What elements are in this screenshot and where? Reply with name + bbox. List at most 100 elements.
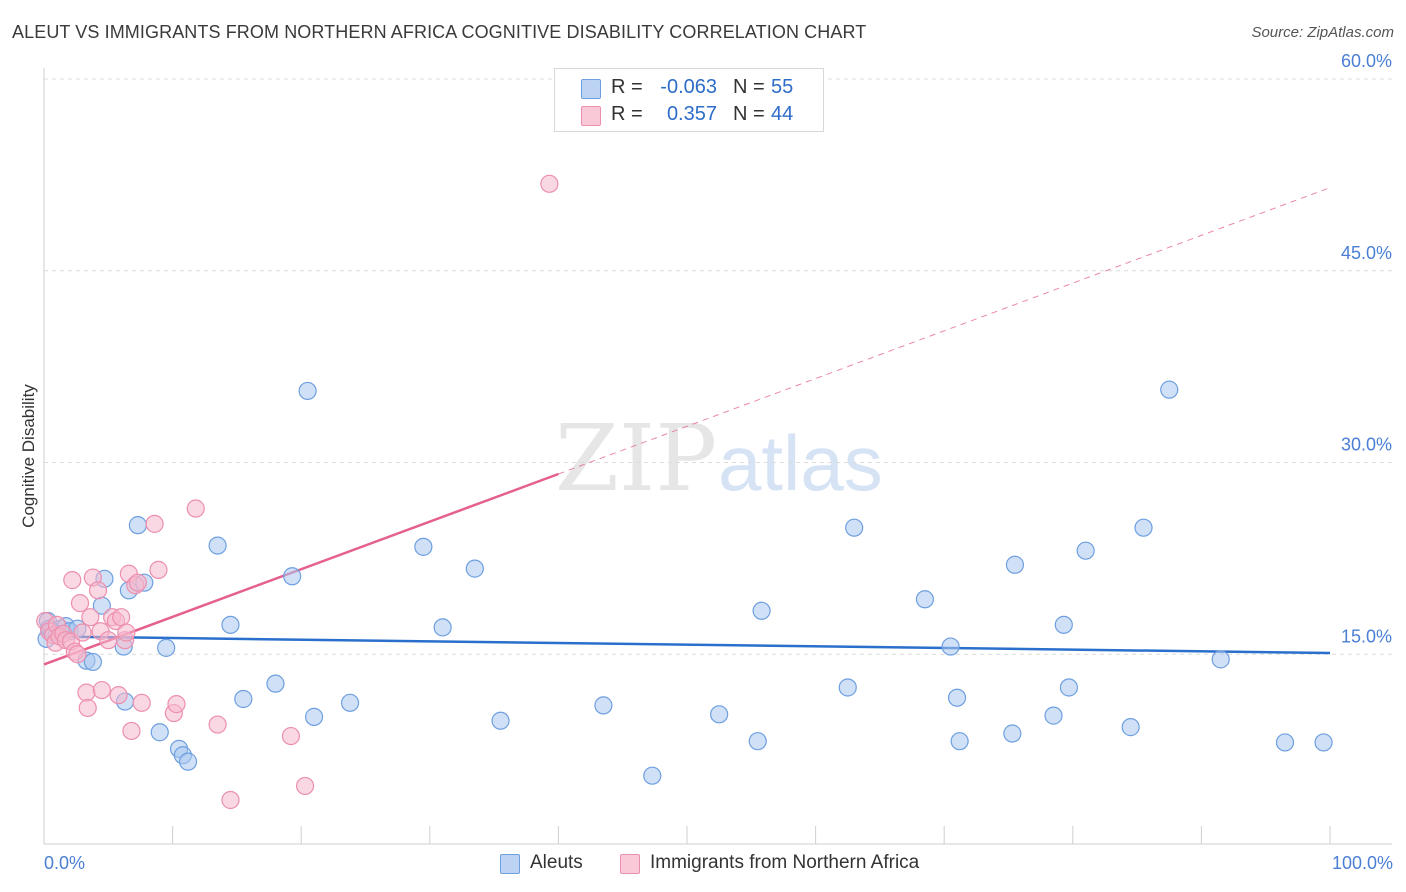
x-tick-label-max: 100.0% (1332, 853, 1393, 873)
data-points (36, 174, 1333, 810)
x-tick-labels: 0.0% 100.0% (44, 853, 1393, 873)
gridlines (44, 78, 1392, 655)
aleut-point (150, 723, 169, 742)
aleut-swatch (581, 79, 601, 99)
aleut-point (208, 536, 227, 555)
r-label: R = (611, 103, 643, 125)
aleut-point (752, 601, 771, 620)
aleut-point (845, 518, 864, 537)
n-value: 55 (771, 76, 794, 98)
nafrica-swatch (581, 106, 601, 126)
nafrica-point (128, 573, 147, 592)
aleut-point (221, 615, 240, 634)
nafrica-point (70, 594, 90, 613)
aleut-point (414, 537, 433, 556)
nafrica-point (81, 608, 100, 627)
nafrica-point (88, 581, 108, 600)
nafrica-point (122, 721, 141, 741)
aleut-point (1314, 733, 1333, 752)
source-credit: Source: ZipAtlas.com (1251, 24, 1394, 41)
n-label: N = (733, 76, 765, 98)
aleut-point (838, 678, 857, 697)
aleut-point (950, 732, 969, 751)
aleut-point (1054, 615, 1073, 634)
aleut-point (340, 693, 360, 712)
legend-label-aleuts: Aleuts (530, 852, 583, 873)
legend-label-nafrica: Immigrants from Northern Africa (650, 852, 920, 873)
nafrica-point (117, 623, 136, 642)
aleut-point (465, 559, 484, 578)
n-value: 44 (771, 103, 794, 125)
aleut-point (157, 638, 176, 657)
aleut-point (491, 711, 510, 730)
y-tick-label-30: 30.0% (1341, 435, 1392, 455)
aleut-point (283, 567, 302, 586)
r-label: R = (611, 76, 643, 98)
aleut-point (941, 637, 960, 656)
nafrica-point (281, 726, 301, 746)
nafrica-point (221, 790, 240, 810)
correlation-legend: R = -0.063 N = 55 R = 0.357 N = 44 (554, 68, 824, 132)
nafrica-point (132, 693, 151, 712)
aleut-point (710, 705, 729, 724)
y-tick-label-45: 45.0% (1341, 243, 1392, 263)
trend-line-nafrica-extension (558, 187, 1331, 475)
aleut-point (1134, 518, 1153, 537)
watermark-zip: ZIP (555, 405, 717, 512)
aleut-point (1059, 678, 1079, 697)
nafrica-point (73, 623, 92, 642)
aleut-point (748, 732, 767, 751)
nafrica-point (167, 695, 186, 714)
aleut-point (1121, 718, 1140, 737)
aleut-swatch (500, 854, 520, 874)
legend-row-nafrica: R = 0.357 N = 44 (555, 101, 823, 127)
nafrica-point (99, 631, 118, 650)
aleut-point (1003, 724, 1022, 743)
watermark: ZIP atlas (555, 405, 883, 512)
aleut-point (178, 752, 198, 771)
nafrica-point (68, 645, 87, 664)
aleut-point (1044, 706, 1063, 725)
nafrica-point (63, 571, 82, 590)
aleut-point (1076, 541, 1095, 560)
x-tick-marks (172, 826, 1331, 844)
legend-row-aleuts: R = -0.063 N = 55 (555, 74, 823, 100)
y-axis-label: Cognitive Disability (19, 384, 38, 528)
nafrica-point (92, 680, 111, 700)
aleut-point (1160, 380, 1179, 399)
aleut-point (298, 381, 317, 401)
nafrica-point (78, 698, 97, 718)
nafrica-point (112, 608, 131, 627)
n-label: N = (733, 103, 765, 125)
y-tick-labels: 15.0% 30.0% 45.0% 60.0% (1341, 51, 1392, 646)
trend-line-aleuts (43, 635, 1331, 655)
aleut-point (1275, 733, 1295, 752)
axes (43, 68, 1392, 845)
nafrica-point (208, 715, 227, 734)
nafrica-point (77, 683, 96, 702)
aleut-point (594, 696, 613, 715)
aleut-point (304, 707, 324, 726)
x-tick-label-min: 0.0% (44, 853, 85, 873)
aleut-point (643, 766, 662, 785)
nafrica-swatch (620, 854, 640, 874)
y-tick-label-15: 15.0% (1341, 626, 1392, 646)
y-tick-label-60: 60.0% (1341, 51, 1392, 71)
chart-title: ALEUT VS IMMIGRANTS FROM NORTHERN AFRICA… (12, 22, 867, 42)
r-value: -0.063 (660, 76, 717, 98)
aleut-point (947, 688, 967, 707)
aleut-point (83, 652, 102, 672)
aleut-point (128, 516, 147, 535)
nafrica-point (186, 499, 205, 518)
trend-lines (43, 187, 1331, 666)
nafrica-point (295, 776, 315, 796)
nafrica-point (145, 514, 164, 533)
nafrica-point (109, 686, 128, 705)
nafrica-point (149, 560, 168, 579)
series-legend: Aleuts Immigrants from Northern Africa (0, 852, 1406, 878)
r-value: 0.357 (666, 103, 717, 125)
aleut-point (915, 590, 935, 609)
aleut-point (1211, 650, 1230, 669)
aleut-point (266, 674, 285, 693)
